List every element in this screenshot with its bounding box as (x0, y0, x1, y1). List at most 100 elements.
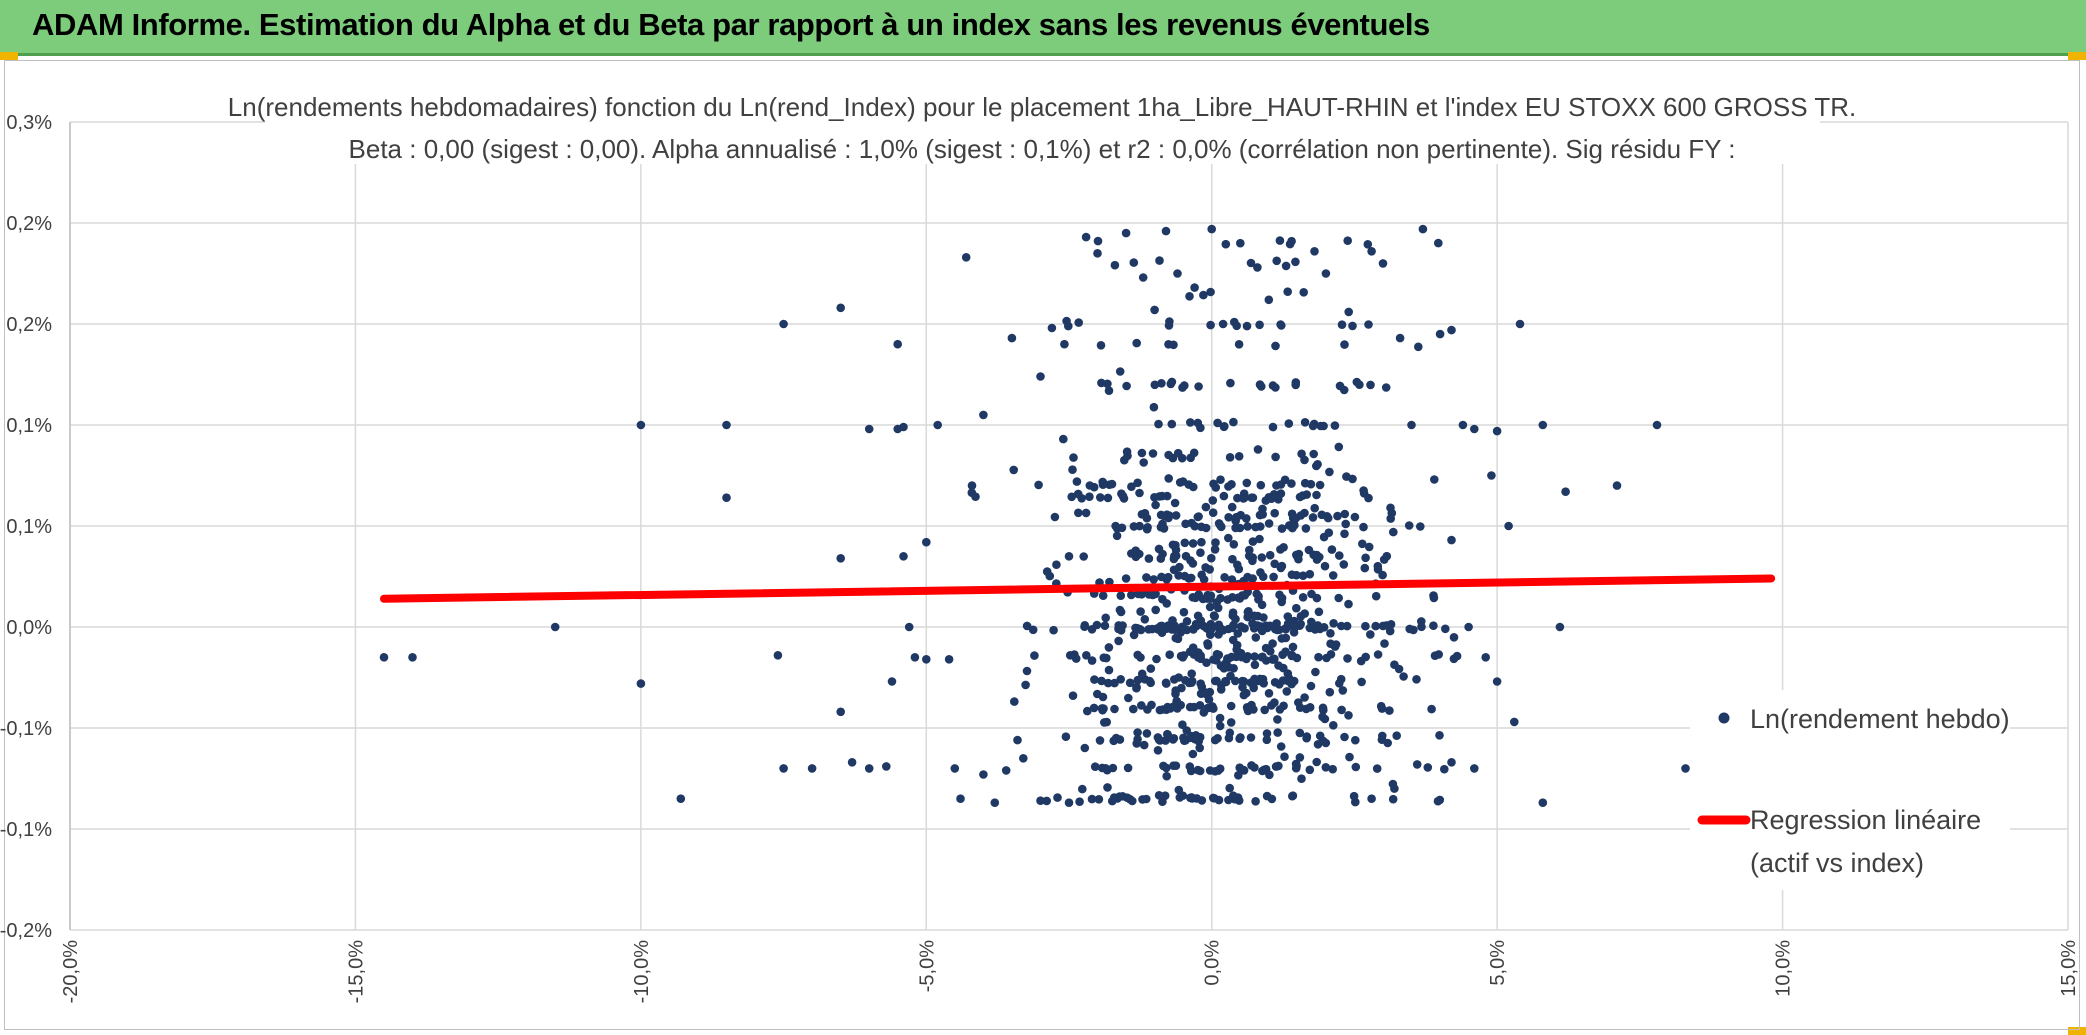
data-point (1267, 494, 1276, 504)
data-point (944, 655, 954, 664)
data-point (1096, 493, 1105, 502)
data-point (1447, 535, 1456, 545)
data-point (1132, 682, 1141, 692)
chart-title-line: Ln(rendements hebdomadaires) fonction du… (228, 92, 1856, 122)
data-point (1224, 533, 1233, 543)
data-point (910, 653, 920, 662)
data-point (1245, 545, 1254, 555)
data-point (1181, 551, 1191, 561)
data-point (1423, 763, 1433, 772)
data-point (1104, 386, 1114, 396)
data-point (1068, 691, 1078, 700)
data-point (1208, 496, 1218, 505)
data-point (1238, 682, 1247, 692)
data-point (1146, 664, 1156, 673)
data-point (1234, 452, 1244, 461)
data-point (1366, 630, 1375, 639)
data-point (1430, 475, 1439, 484)
data-point (1321, 269, 1331, 278)
data-point (1188, 749, 1198, 759)
data-point (1083, 706, 1092, 716)
data-point (1197, 796, 1207, 805)
data-point (1435, 731, 1444, 740)
data-point (1157, 379, 1166, 388)
data-point (864, 764, 874, 773)
data-point (1239, 765, 1248, 775)
data-point (1373, 650, 1383, 659)
data-point (1179, 651, 1189, 660)
data-point (1240, 624, 1249, 633)
data-point (971, 492, 980, 502)
data-point (1052, 560, 1061, 569)
data-point (1097, 378, 1106, 388)
data-point (1230, 794, 1239, 804)
data-point (961, 252, 971, 262)
data-point (1224, 513, 1233, 522)
data-point (1429, 621, 1438, 630)
data-point (836, 303, 845, 313)
data-point (1358, 539, 1367, 549)
data-point (1103, 783, 1112, 792)
legend-point-marker (1718, 712, 1730, 724)
data-point (1315, 624, 1325, 634)
data-point (1263, 623, 1272, 633)
data-point (1142, 573, 1151, 582)
data-point (1333, 511, 1342, 521)
data-point (1487, 471, 1496, 480)
data-point (1100, 718, 1109, 727)
data-point (1385, 706, 1394, 715)
data-point (1392, 731, 1401, 740)
data-point (1210, 735, 1220, 745)
data-point (1187, 794, 1197, 803)
data-point (1538, 420, 1548, 430)
data-point (1214, 620, 1224, 630)
data-point (1248, 493, 1258, 503)
data-point (1225, 728, 1235, 738)
data-point (1101, 764, 1110, 773)
data-point (1104, 643, 1114, 652)
data-point (1228, 623, 1237, 633)
data-point (933, 420, 942, 430)
data-point (1124, 693, 1133, 703)
data-point (1277, 524, 1287, 533)
data-point (1378, 259, 1388, 268)
data-point (899, 552, 908, 561)
data-point (1087, 794, 1097, 804)
data-point (1306, 681, 1316, 691)
data-point (1204, 695, 1214, 704)
data-point (1151, 605, 1160, 615)
data-point (1276, 480, 1286, 489)
data-point (1224, 795, 1233, 805)
data-point (1189, 448, 1199, 458)
data-point (1313, 460, 1322, 469)
data-point (1240, 591, 1250, 600)
data-point (1325, 687, 1335, 697)
corner-marker (0, 52, 18, 60)
data-point (1380, 639, 1389, 648)
data-point (1195, 743, 1204, 753)
data-point (1288, 791, 1298, 800)
data-point (1096, 341, 1106, 350)
data-point (1187, 678, 1196, 687)
data-point (676, 794, 686, 803)
data-point (1250, 611, 1259, 621)
data-point (1232, 640, 1242, 650)
data-point (1268, 639, 1277, 648)
data-point (1224, 654, 1233, 663)
data-point (1363, 240, 1373, 249)
data-point (1357, 677, 1366, 687)
data-point (1098, 480, 1108, 490)
data-point (1064, 798, 1074, 807)
data-point (1418, 224, 1428, 234)
data-point (1219, 664, 1229, 673)
data-point (1109, 793, 1119, 802)
data-point (1504, 521, 1513, 531)
data-point (1142, 729, 1152, 738)
data-point (1404, 521, 1414, 530)
data-point (1239, 494, 1248, 503)
data-point (1271, 383, 1280, 392)
data-point (864, 424, 874, 434)
data-point (1217, 522, 1226, 532)
data-point (1366, 380, 1375, 390)
data-point (1470, 764, 1479, 773)
